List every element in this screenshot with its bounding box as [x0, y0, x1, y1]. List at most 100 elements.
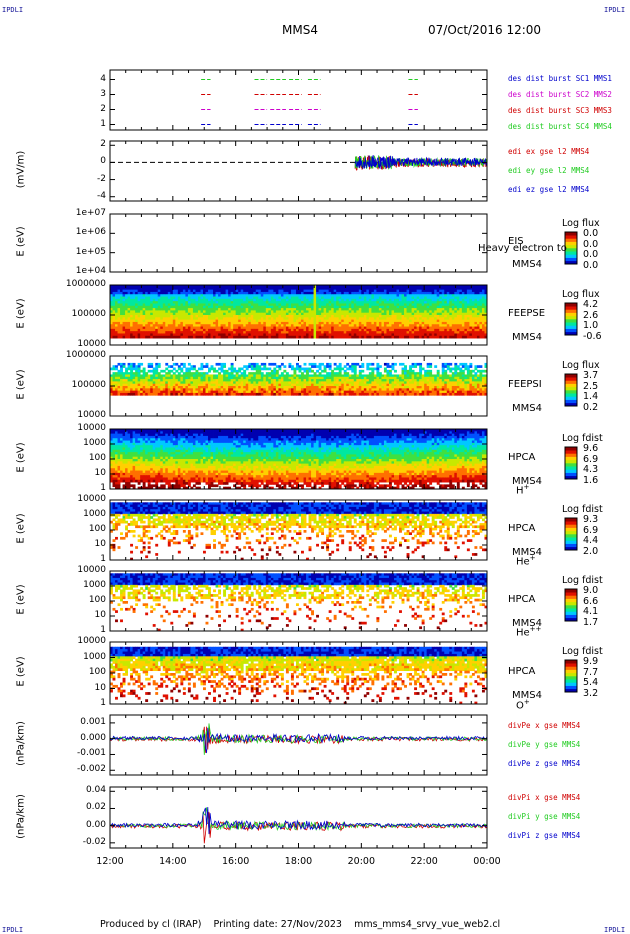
- legend-entry: edi ey gse l2 MMS4: [508, 165, 590, 175]
- ytick-label: -0.02: [82, 836, 106, 847]
- instrument-label: HPCA: [508, 522, 536, 534]
- corner-label-top-left: IPDLI: [2, 6, 24, 14]
- ytick-label: 0.001: [80, 716, 106, 727]
- legend-entry: des dist burst SC1 MMS1: [508, 74, 612, 83]
- footer: Produced by cl (IRAP) Printing date: 27/…: [100, 919, 500, 930]
- colorbar-title: Log flux: [562, 360, 600, 371]
- panel-6: [109, 428, 578, 490]
- colorbar: [564, 659, 578, 693]
- ytick-label: 1000: [83, 438, 106, 448]
- panel-7: [109, 499, 578, 561]
- colorbar-value: 2.5: [583, 380, 599, 392]
- legend-entry: edi ex gse l2 MMS4: [508, 147, 590, 156]
- species-charge: +: [523, 698, 530, 706]
- ytick-label: 1000000: [65, 279, 106, 289]
- series-3-line: [354, 155, 488, 169]
- x-tick-label: 18:00: [284, 856, 313, 867]
- overlay-text: Heavy electron to: [478, 243, 567, 254]
- panel-8: [109, 570, 578, 632]
- colorbar-frame: [564, 446, 578, 480]
- ytick-label: 1000: [83, 580, 106, 590]
- ytick-label: 100000: [71, 380, 106, 390]
- y-axis-label: E (eV): [15, 369, 27, 400]
- colorbar-title: Log fdist: [562, 575, 603, 586]
- colorbar-value: 0.2: [583, 402, 599, 413]
- ytick-label: 1: [100, 554, 106, 564]
- colorbar-value: 9.9: [583, 656, 599, 667]
- ytick-label: 1: [100, 698, 106, 708]
- x-tick-label: 12:00: [96, 856, 124, 867]
- legend-entry: divPi y gse MMS4: [508, 812, 581, 822]
- heatmap-cells: [110, 429, 488, 490]
- ytick-label: 1e+05: [75, 246, 106, 257]
- spacecraft-label: MMS4: [512, 475, 542, 487]
- colorbar-frame: [564, 517, 578, 551]
- panel-3: [109, 213, 578, 273]
- ytick-label: 3: [100, 88, 106, 99]
- legend-entry: divPi z gse MMS4: [508, 831, 581, 841]
- spacecraft-label: MMS4: [512, 259, 542, 271]
- x-tick-label: 20:00: [347, 856, 376, 867]
- panel-5: [109, 355, 578, 417]
- heatmap-cells: [110, 646, 488, 705]
- ytick-label: 1e+06: [75, 227, 106, 238]
- ytick-label: 2: [100, 139, 106, 150]
- spacecraft-label: MMS4: [512, 690, 542, 702]
- colorbar-value: 3.7: [583, 370, 599, 381]
- colorbar-frame: [564, 373, 578, 407]
- y-axis-label: (nPa/km): [15, 721, 27, 766]
- colorbar-value: 1.4: [583, 391, 599, 403]
- heatmap-cells: [110, 573, 488, 632]
- colorbar-value: 0.0: [583, 260, 599, 271]
- colorbar-value: 0.0: [583, 228, 599, 239]
- spacecraft-label: MMS4: [512, 402, 542, 414]
- colorbar-value: 0.0: [583, 238, 599, 250]
- series-2-line: [109, 723, 488, 755]
- colorbar-value: -0.6: [583, 331, 602, 342]
- colorbar: [564, 302, 578, 336]
- colorbar-title: Log flux: [562, 218, 600, 229]
- instrument-label: FEEPSE: [508, 307, 546, 319]
- species-label: O+: [516, 698, 530, 712]
- y-axis-label: E (eV): [15, 442, 27, 473]
- plot-title-spacecraft: MMS4: [282, 23, 318, 37]
- y-axis-label: (nPa/km): [15, 793, 27, 839]
- ytick-label: 1: [100, 118, 106, 129]
- colorbar-title: Log flux: [562, 289, 600, 300]
- colorbar-value: 6.6: [583, 595, 599, 607]
- colorbar: [564, 373, 578, 407]
- footer-printing-date: Printing date: 27/Nov/2023: [213, 919, 342, 930]
- colorbar-frame: [564, 588, 578, 622]
- species-charge: +: [523, 483, 530, 491]
- ytick-label: -0.002: [76, 764, 106, 775]
- colorbar-title: Log fdist: [562, 646, 603, 657]
- ytick-label: 10000: [77, 636, 106, 646]
- corner-label-bottom-right: IPDLI: [604, 926, 626, 934]
- spacecraft-label: MMS4: [512, 331, 542, 343]
- colorbar: [564, 446, 578, 480]
- ytick-label: 10000: [77, 423, 106, 433]
- corner-label-bottom-left: IPDLI: [2, 926, 24, 934]
- colorbar-title: Log fdist: [562, 433, 603, 444]
- species-label: He+: [516, 554, 536, 568]
- ytick-label: 0.04: [85, 785, 106, 796]
- y-axis-label: E (eV): [15, 226, 27, 257]
- panel-11: [109, 786, 488, 849]
- ytick-label: 100: [88, 595, 106, 605]
- x-tick-label: 00:00: [473, 856, 501, 867]
- panel-frame: [109, 714, 488, 776]
- colorbar-value: 2.6: [583, 309, 599, 321]
- colorbar-value: 9.0: [583, 585, 599, 596]
- legend-entry: divPe z gse MMS4: [508, 758, 581, 768]
- legend-entry: des dist burst SC2 MMS2: [508, 90, 612, 99]
- ytick-label: 10: [94, 539, 106, 549]
- colorbar-value: 1.0: [583, 320, 599, 332]
- ytick-label: 0.02: [85, 802, 106, 813]
- x-tick-label: 16:00: [221, 856, 250, 867]
- panel-frame: [109, 213, 488, 273]
- colorbar: [564, 588, 578, 622]
- species-label: H+: [516, 483, 530, 497]
- y-axis-label: E (eV): [15, 656, 27, 687]
- ytick-label: -4: [97, 190, 106, 201]
- y-axis-label: E (eV): [15, 513, 27, 544]
